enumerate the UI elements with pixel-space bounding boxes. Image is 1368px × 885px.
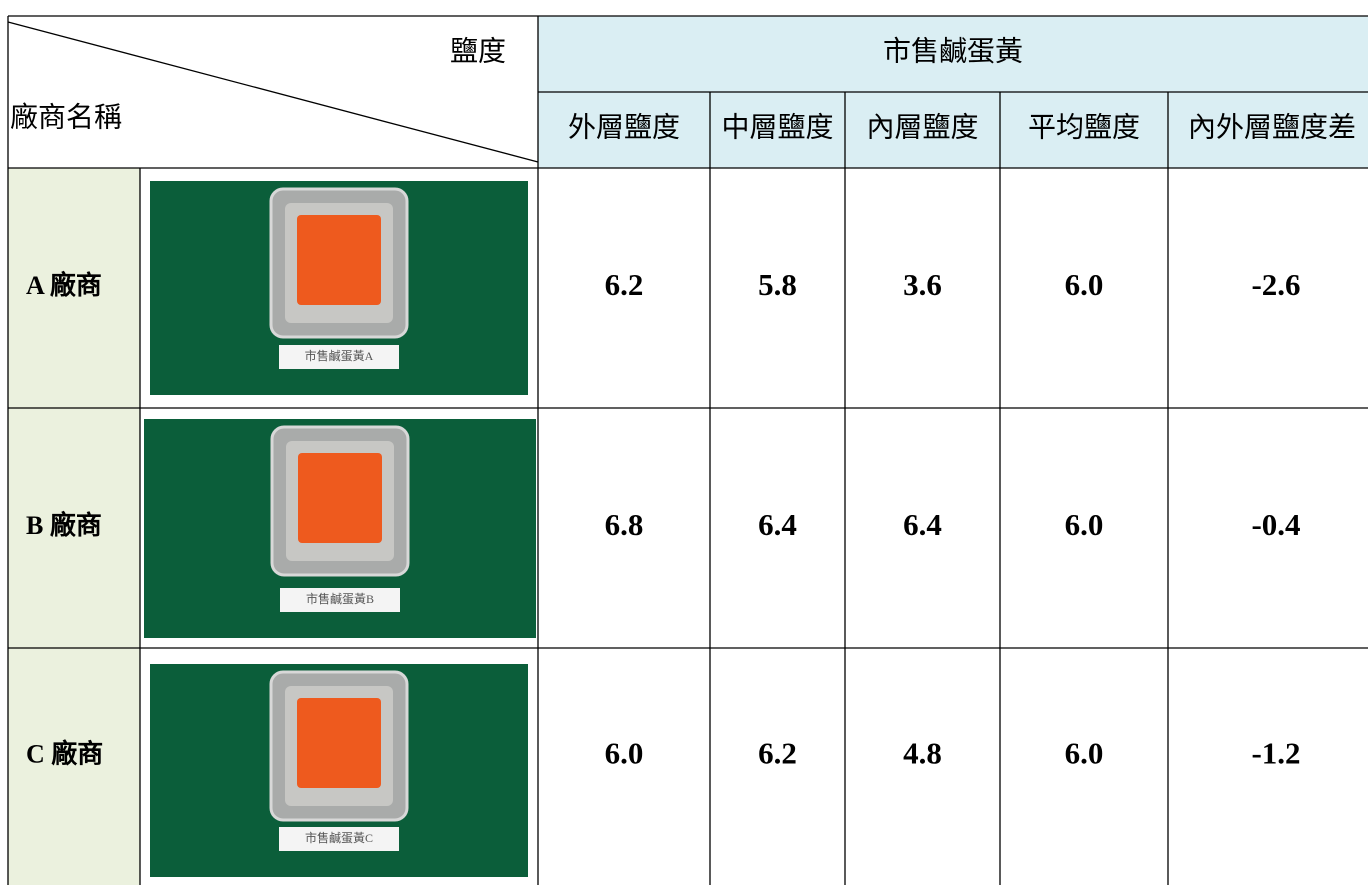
column-header: 外層鹽度 [568, 111, 680, 143]
value: -0.4 [1251, 507, 1300, 542]
group-header: 市售鹹蛋黃 [883, 35, 1023, 67]
yolks [297, 698, 381, 788]
vendor-cell-bg [8, 648, 140, 885]
column-header: 中層鹽度 [721, 111, 833, 143]
photo-label: 市售鹹蛋黃A [305, 348, 374, 363]
vendor-name: B 廠商 [26, 510, 102, 540]
value: 6.0 [1065, 507, 1104, 542]
value: 6.4 [903, 507, 942, 542]
vendor-name: C 廠商 [26, 738, 103, 768]
corner-top: 鹽度 [450, 35, 506, 67]
photo-label-bg [280, 588, 400, 612]
value: 6.0 [1065, 736, 1104, 771]
value: 5.8 [758, 267, 797, 302]
vendor-name: A 廠商 [26, 270, 102, 300]
value: 6.2 [605, 267, 644, 302]
yolks [297, 215, 381, 305]
photo-label-bg [279, 345, 399, 369]
value: 6.0 [1065, 267, 1104, 302]
column-header: 內外層鹽度差 [1188, 111, 1356, 143]
column-header: 平均鹽度 [1028, 111, 1140, 143]
value: -1.2 [1251, 736, 1300, 771]
photo-label-bg [279, 827, 399, 851]
value: 6.0 [605, 736, 644, 771]
value: 6.4 [758, 507, 797, 542]
vendor-cell-bg [8, 408, 140, 648]
vendor-cell-bg [8, 168, 140, 408]
corner-bottom: 廠商名稱 [10, 101, 122, 133]
corner-diagonal [7, 21, 539, 163]
column-header: 內層鹽度 [866, 111, 978, 143]
value: 6.2 [758, 736, 797, 771]
photo-label: 市售鹹蛋黃B [306, 591, 374, 606]
value: -2.6 [1251, 267, 1300, 302]
value: 6.8 [605, 507, 644, 542]
photo-label: 市售鹹蛋黃C [305, 830, 373, 845]
value: 4.8 [903, 736, 942, 771]
value: 3.6 [903, 267, 942, 302]
yolks [298, 453, 382, 543]
